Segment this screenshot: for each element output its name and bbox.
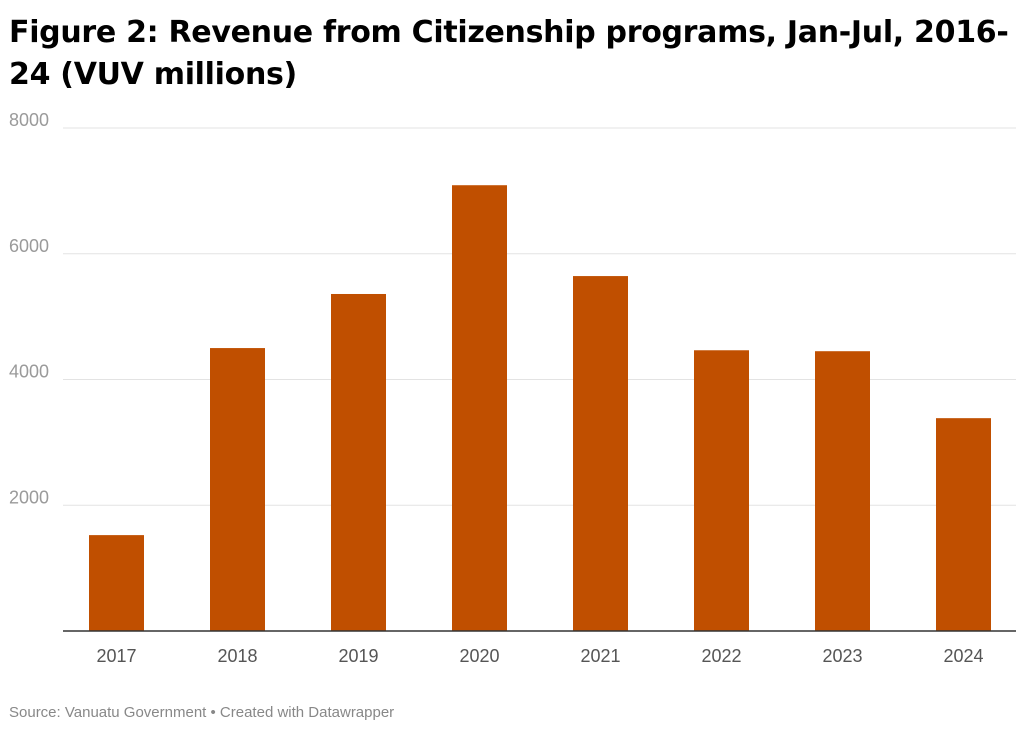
bar-2022 [694, 350, 749, 631]
x-tick-label: 2019 [338, 646, 378, 666]
bar-2024 [936, 418, 991, 631]
x-tick-label: 2022 [701, 646, 741, 666]
chart-title: Figure 2: Revenue from Citizenship progr… [9, 15, 1009, 92]
y-tick-label: 8000 [9, 110, 49, 130]
bar-2020 [452, 185, 507, 631]
y-tick-label: 6000 [9, 236, 49, 256]
source-note: Source: Vanuatu Government • Created wit… [9, 704, 395, 721]
x-tick-label: 2018 [217, 646, 257, 666]
x-tick-label: 2017 [96, 646, 136, 666]
x-tick-label: 2024 [943, 646, 983, 666]
bar-2019 [331, 293, 386, 631]
bar-2018 [210, 348, 265, 631]
x-tick-label: 2023 [822, 646, 862, 666]
y-tick-label: 2000 [9, 487, 49, 507]
bar-2017 [89, 535, 144, 631]
x-tick-label: 2020 [459, 646, 499, 666]
x-tick-label: 2021 [580, 646, 620, 666]
bar-2023 [815, 351, 870, 631]
bar-2021 [573, 276, 628, 631]
y-tick-label: 4000 [9, 362, 49, 382]
